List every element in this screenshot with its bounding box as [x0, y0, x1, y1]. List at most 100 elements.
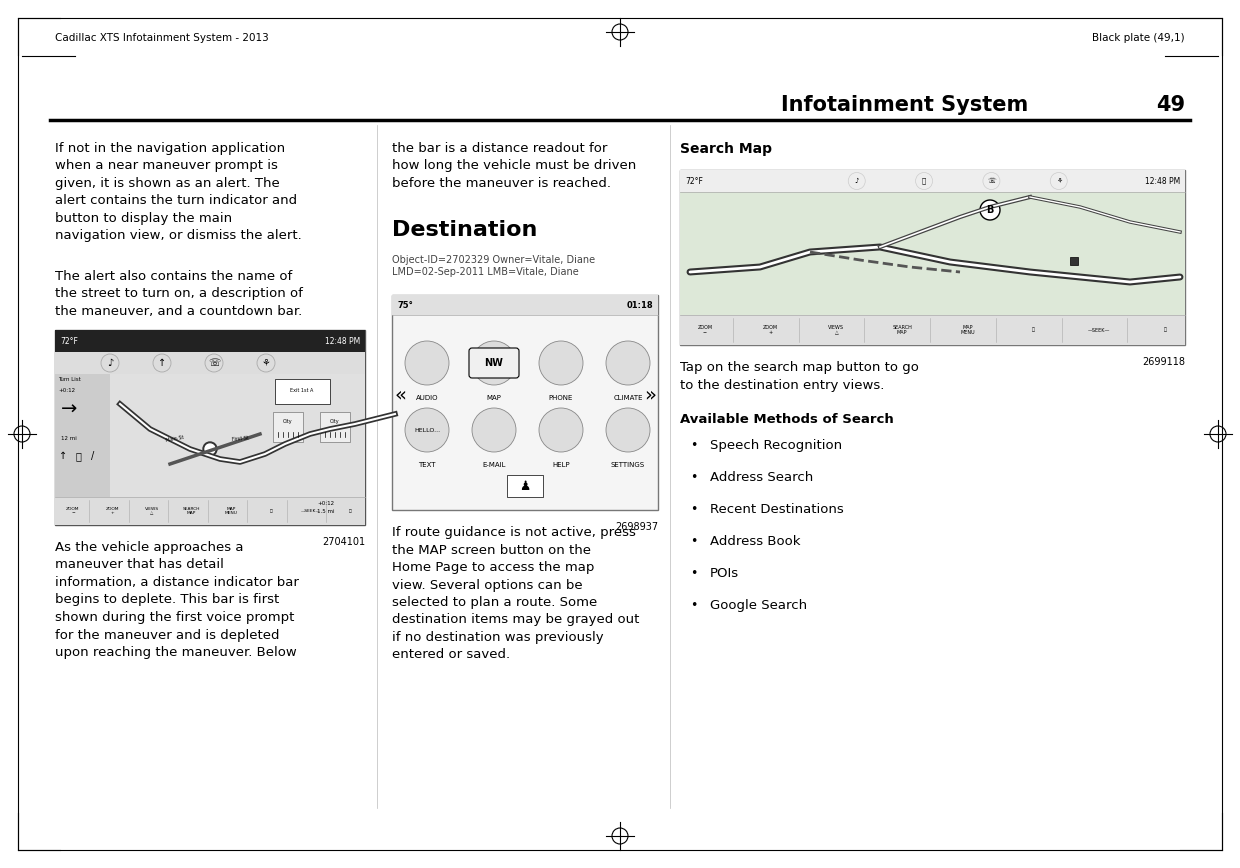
Text: ☏: ☏	[987, 178, 996, 184]
Bar	[392, 295, 658, 510]
Text: ↑: ↑	[157, 358, 166, 368]
Text: The alert also contains the name of
the street to turn on, a description of
the : The alert also contains the name of the …	[55, 270, 303, 318]
Text: —SEEK—: —SEEK—	[300, 509, 320, 513]
Text: ⚘: ⚘	[262, 358, 270, 368]
Bar	[680, 192, 1185, 315]
Bar	[275, 379, 330, 404]
Bar	[110, 502, 315, 512]
Text: SEARCH
MAP: SEARCH MAP	[893, 325, 913, 335]
Text: ♪: ♪	[854, 178, 859, 184]
Text: ♟: ♟	[520, 479, 531, 492]
Text: Tap on the search map button to go
to the destination entry views.: Tap on the search map button to go to th…	[680, 361, 919, 391]
Circle shape	[539, 341, 583, 385]
Text: •: •	[689, 471, 697, 484]
Text: Available Methods of Search: Available Methods of Search	[680, 413, 894, 426]
Circle shape	[203, 442, 217, 456]
Text: Main St: Main St	[165, 435, 185, 443]
Text: Address Search: Address Search	[711, 471, 813, 484]
Text: VIEWS
△: VIEWS △	[828, 325, 844, 335]
Bar	[55, 497, 365, 525]
Text: Cadillac XTS Infotainment System - 2013: Cadillac XTS Infotainment System - 2013	[55, 33, 269, 43]
Text: •: •	[689, 535, 697, 548]
Text: HELP: HELP	[552, 462, 570, 468]
Text: 12:48 PM: 12:48 PM	[1145, 176, 1180, 186]
Text: HELLO...: HELLO...	[414, 428, 440, 432]
Text: Google Search: Google Search	[711, 599, 807, 612]
Bar	[320, 412, 350, 442]
Text: ⏮: ⏮	[1032, 327, 1035, 332]
Text: Speech Recognition: Speech Recognition	[711, 439, 842, 452]
Text: CLIMATE: CLIMATE	[614, 395, 642, 401]
Text: Search Map: Search Map	[680, 142, 773, 156]
Text: ⏭: ⏭	[1163, 327, 1167, 332]
Circle shape	[539, 408, 583, 452]
Text: Recent Destinations: Recent Destinations	[711, 503, 843, 516]
Bar	[1070, 257, 1078, 265]
Bar	[680, 170, 1185, 345]
Text: /: /	[92, 451, 94, 461]
Bar	[110, 502, 250, 512]
Bar	[55, 330, 365, 525]
Circle shape	[205, 444, 215, 454]
Text: 2699118: 2699118	[1142, 357, 1185, 367]
Bar	[110, 374, 365, 497]
Text: PHONE: PHONE	[549, 395, 573, 401]
Text: Black plate (49,1): Black plate (49,1)	[1092, 33, 1185, 43]
Circle shape	[405, 341, 449, 385]
Bar	[680, 170, 1185, 192]
Text: 1.5 mi: 1.5 mi	[317, 509, 335, 514]
Bar	[507, 475, 543, 497]
Text: 12:48 PM: 12:48 PM	[325, 337, 360, 345]
Text: MAP
MENU: MAP MENU	[224, 507, 238, 516]
Text: 01:18: 01:18	[626, 300, 653, 310]
Text: ⓐ: ⓐ	[923, 178, 926, 184]
Text: 2698937: 2698937	[615, 522, 658, 532]
Text: ⚘: ⚘	[1055, 178, 1061, 184]
Bar	[392, 295, 658, 315]
Circle shape	[980, 200, 999, 220]
Text: E-MAIL: E-MAIL	[482, 462, 506, 468]
Text: Object-ID=2702329 Owner=Vitale, Diane
LMD=02-Sep-2011 LMB=Vitale, Diane: Object-ID=2702329 Owner=Vitale, Diane LM…	[392, 255, 595, 278]
Bar	[273, 412, 303, 442]
Text: ZOOM
+: ZOOM +	[763, 325, 779, 335]
Text: MAP: MAP	[486, 395, 501, 401]
Text: •: •	[689, 503, 697, 516]
Text: SETTINGS: SETTINGS	[611, 462, 645, 468]
Circle shape	[606, 341, 650, 385]
Text: ZOOM
−: ZOOM −	[66, 507, 79, 516]
Text: ZOOM
+: ZOOM +	[105, 507, 119, 516]
Text: TEXT: TEXT	[418, 462, 435, 468]
Text: First St: First St	[232, 436, 249, 442]
Text: AUDIO: AUDIO	[415, 395, 438, 401]
Text: B: B	[986, 205, 993, 215]
Circle shape	[606, 408, 650, 452]
Text: 75°: 75°	[397, 300, 413, 310]
Circle shape	[472, 341, 516, 385]
Text: ⮦: ⮦	[76, 451, 81, 461]
Circle shape	[472, 408, 516, 452]
Text: POIs: POIs	[711, 567, 739, 580]
Text: 72°F: 72°F	[684, 176, 703, 186]
Text: +0:12: +0:12	[317, 501, 334, 506]
Text: •: •	[689, 439, 697, 452]
Text: Turn List: Turn List	[58, 377, 81, 382]
Bar	[55, 374, 110, 497]
Text: ♪: ♪	[107, 358, 113, 368]
Text: 72°F: 72°F	[60, 337, 78, 345]
Text: +0:12: +0:12	[58, 388, 76, 393]
Text: SEARCH
MAP: SEARCH MAP	[184, 507, 201, 516]
Text: •: •	[689, 567, 697, 580]
Text: 12 mi: 12 mi	[61, 437, 77, 442]
Text: ⏮: ⏮	[269, 509, 272, 513]
Text: 2704101: 2704101	[322, 537, 365, 547]
Text: If route guidance is not active, press
the MAP screen button on the
Home Page to: If route guidance is not active, press t…	[392, 526, 640, 661]
Text: the bar is a distance readout for
how long the vehicle must be driven
before the: the bar is a distance readout for how lo…	[392, 142, 636, 190]
FancyBboxPatch shape	[469, 348, 520, 378]
Bar	[55, 352, 365, 374]
Circle shape	[405, 408, 449, 452]
Text: ↑: ↑	[60, 451, 67, 461]
Text: •: •	[689, 599, 697, 612]
Text: «: «	[394, 385, 405, 404]
Text: As the vehicle approaches a
maneuver that has detail
information, a distance ind: As the vehicle approaches a maneuver tha…	[55, 541, 299, 659]
Text: ☏: ☏	[208, 358, 221, 368]
